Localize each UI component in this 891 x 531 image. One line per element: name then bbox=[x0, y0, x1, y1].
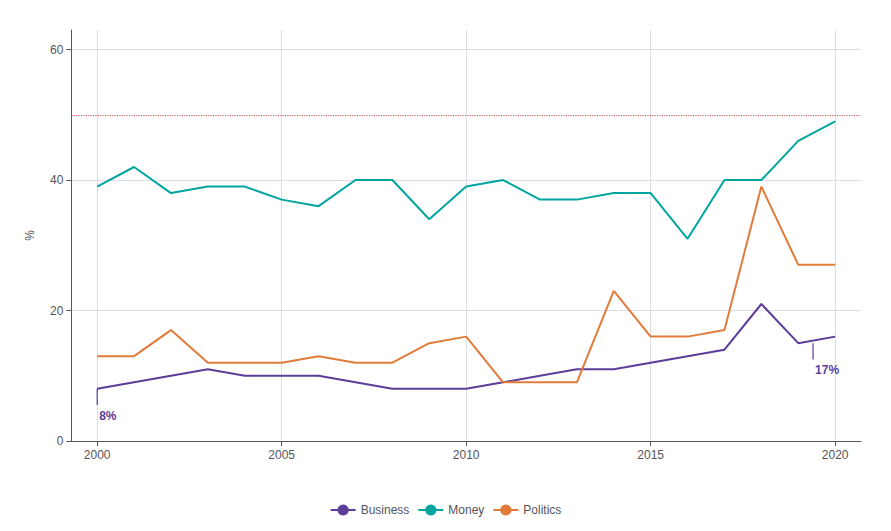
svg-text:%: % bbox=[23, 230, 37, 241]
svg-text:2020: 2020 bbox=[822, 448, 849, 462]
svg-text:40: 40 bbox=[50, 173, 64, 187]
svg-text:Business: Business bbox=[361, 503, 410, 517]
svg-text:20: 20 bbox=[50, 304, 64, 318]
svg-text:0: 0 bbox=[57, 434, 64, 448]
svg-text:17%: 17% bbox=[815, 363, 839, 377]
svg-text:2010: 2010 bbox=[453, 448, 480, 462]
svg-text:60: 60 bbox=[50, 43, 64, 57]
svg-text:2005: 2005 bbox=[268, 448, 295, 462]
svg-text:8%: 8% bbox=[99, 409, 117, 423]
svg-text:Money: Money bbox=[448, 503, 484, 517]
svg-text:2000: 2000 bbox=[84, 448, 111, 462]
svg-text:2015: 2015 bbox=[637, 448, 664, 462]
svg-text:Politics: Politics bbox=[523, 503, 561, 517]
